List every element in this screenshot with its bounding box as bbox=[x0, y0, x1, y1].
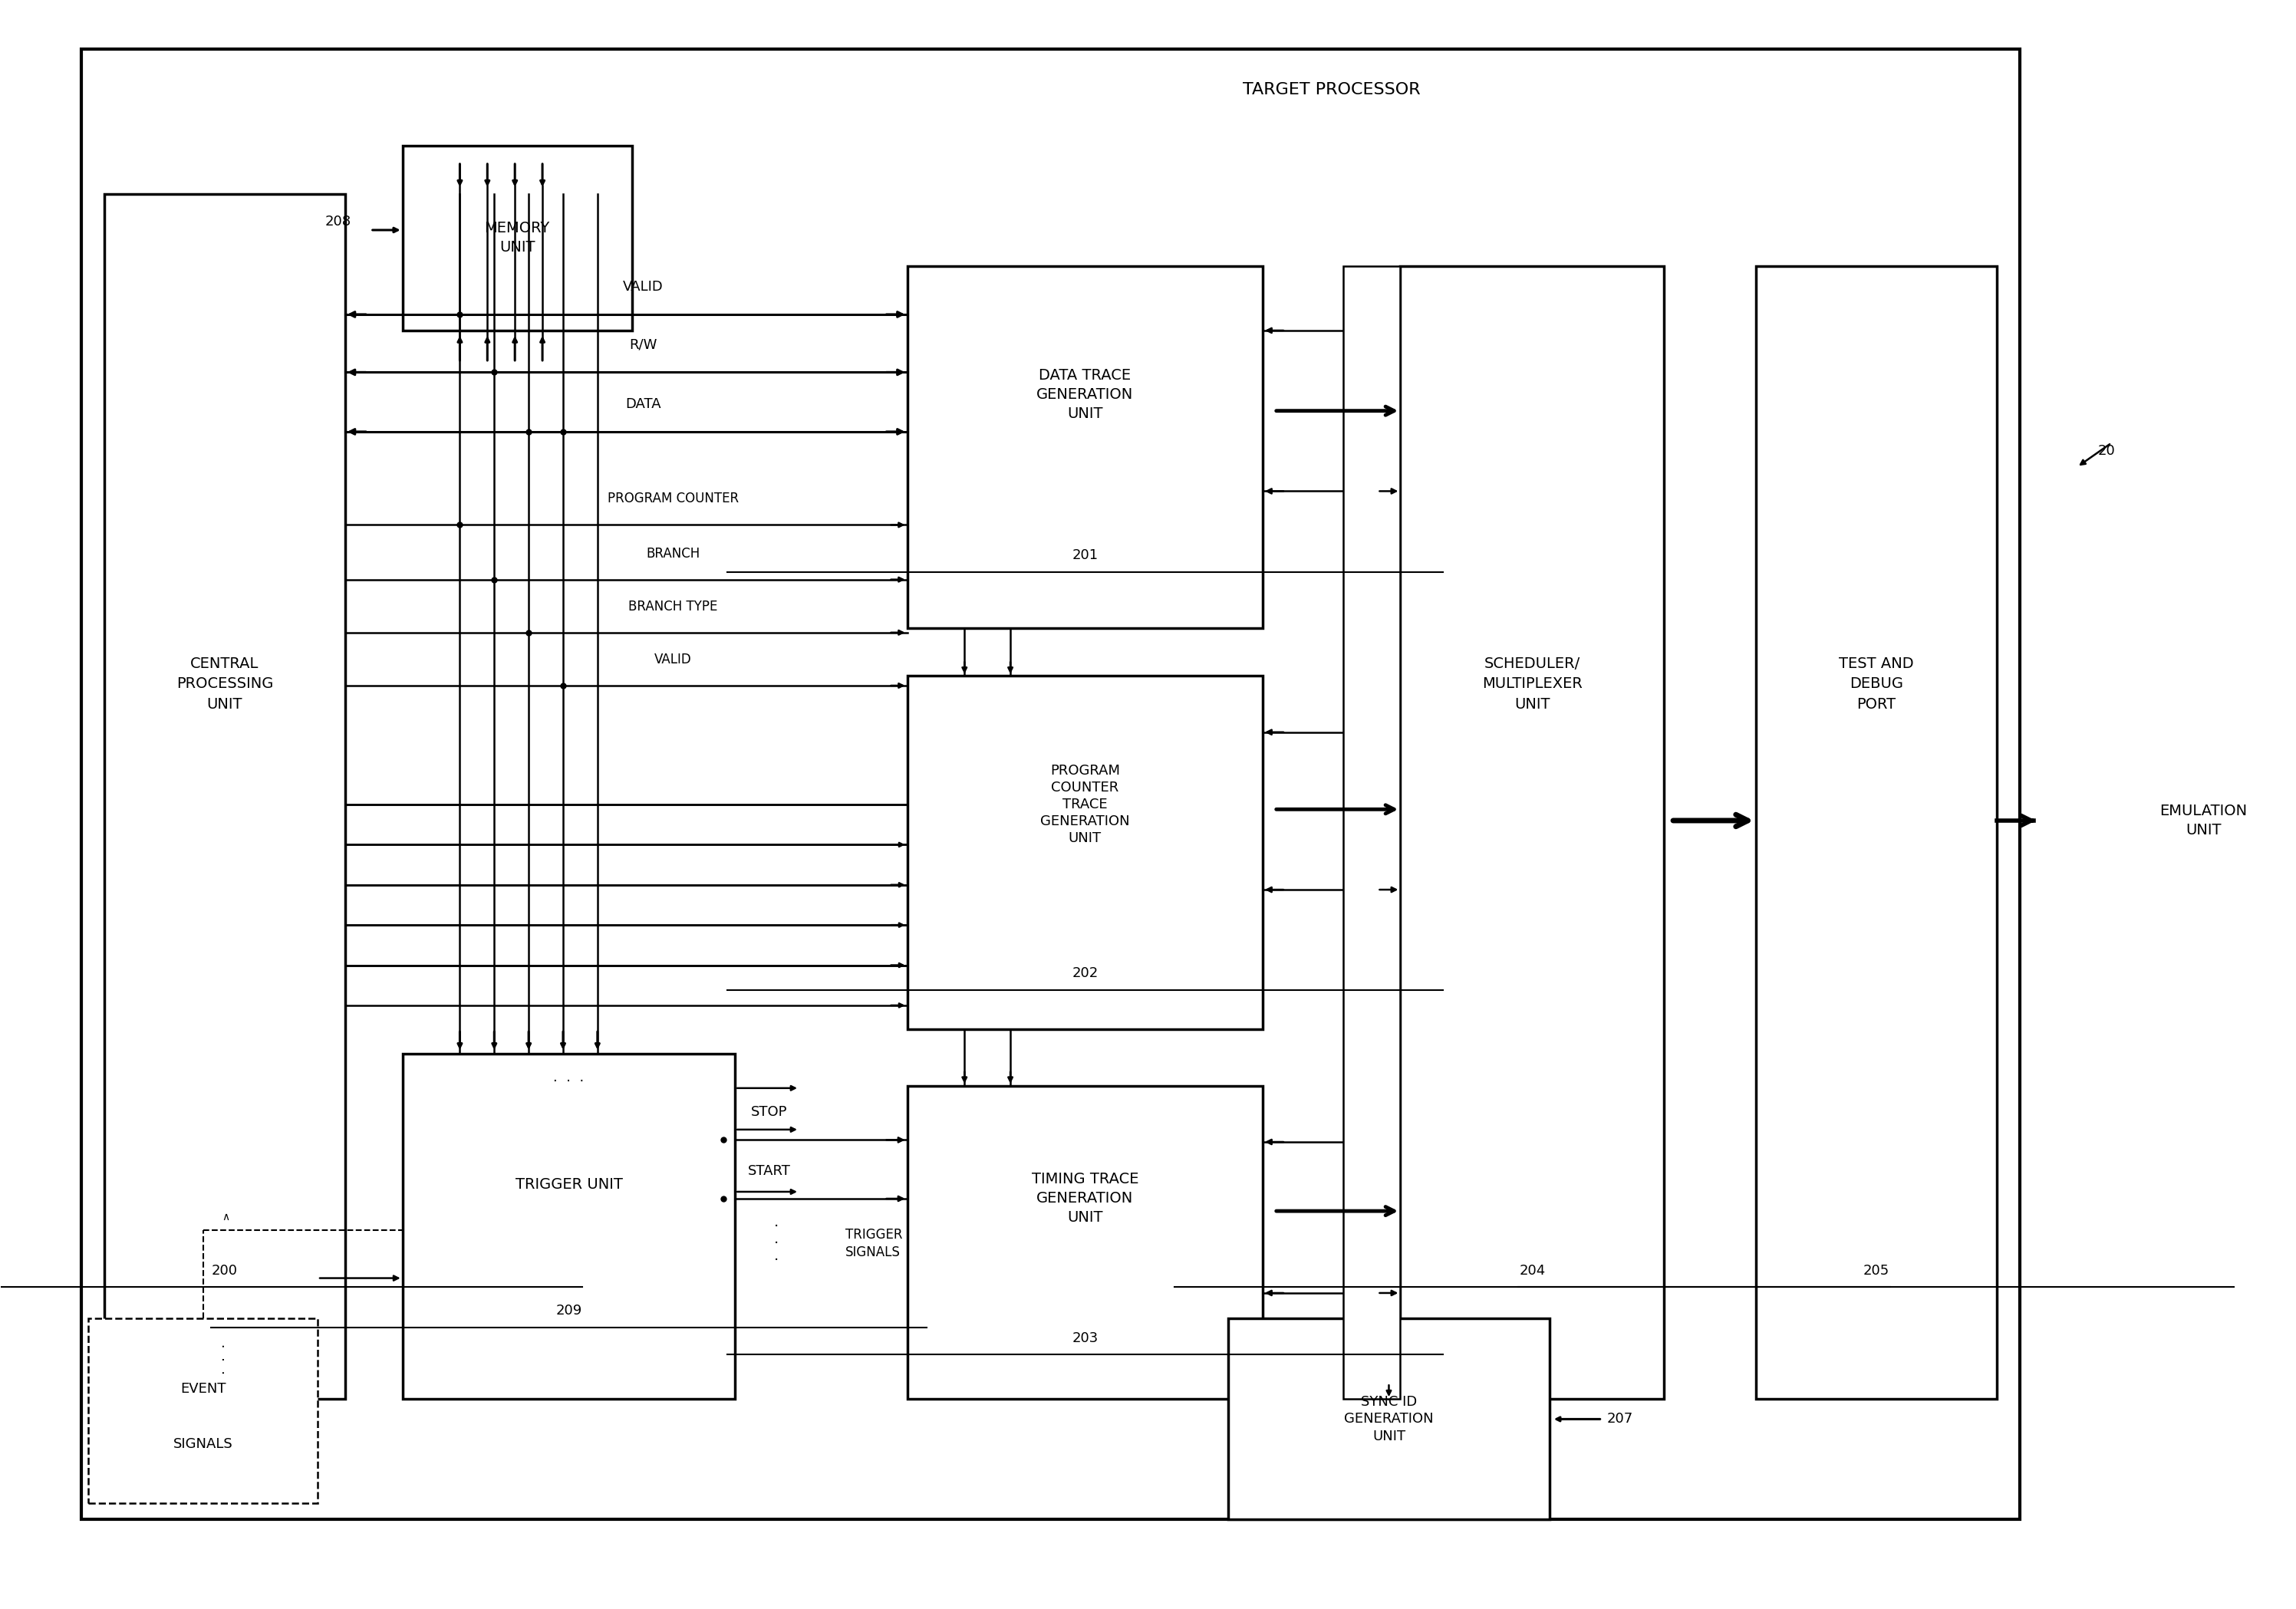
Text: 205: 205 bbox=[1862, 1263, 1890, 1278]
Text: DATA: DATA bbox=[625, 397, 661, 410]
Text: 200: 200 bbox=[211, 1263, 239, 1278]
Text: TEST AND
DEBUG
PORT: TEST AND DEBUG PORT bbox=[1839, 656, 1915, 711]
Text: TARGET PROCESSOR: TARGET PROCESSOR bbox=[1242, 82, 1421, 97]
Text: SYNC ID
GENERATION
UNIT: SYNC ID GENERATION UNIT bbox=[1343, 1395, 1433, 1443]
Text: TRIGGER UNIT: TRIGGER UNIT bbox=[514, 1178, 622, 1192]
Text: 202: 202 bbox=[1072, 967, 1097, 980]
Text: SCHEDULER/
MULTIPLEXER
UNIT: SCHEDULER/ MULTIPLEXER UNIT bbox=[1481, 656, 1582, 711]
FancyBboxPatch shape bbox=[87, 1319, 317, 1503]
FancyBboxPatch shape bbox=[1228, 1319, 1550, 1519]
Text: BRANCH TYPE: BRANCH TYPE bbox=[629, 600, 719, 613]
FancyBboxPatch shape bbox=[402, 146, 631, 330]
Text: ·  ·  ·: · · · bbox=[218, 1344, 232, 1374]
FancyBboxPatch shape bbox=[907, 676, 1263, 1030]
Text: 203: 203 bbox=[1072, 1331, 1097, 1345]
FancyBboxPatch shape bbox=[1401, 265, 1665, 1400]
FancyBboxPatch shape bbox=[907, 265, 1263, 628]
Text: 208: 208 bbox=[326, 216, 351, 228]
FancyBboxPatch shape bbox=[907, 1086, 1263, 1400]
FancyBboxPatch shape bbox=[1756, 265, 1998, 1400]
Text: CENTRAL
PROCESSING
UNIT: CENTRAL PROCESSING UNIT bbox=[177, 656, 273, 711]
Text: ·  ·  ·: · · · bbox=[553, 1075, 583, 1088]
FancyBboxPatch shape bbox=[402, 1054, 735, 1400]
Text: EVENT: EVENT bbox=[179, 1382, 225, 1397]
Text: 204: 204 bbox=[1520, 1263, 1545, 1278]
Text: ·
·
·: · · · bbox=[774, 1220, 778, 1268]
Text: START: START bbox=[748, 1163, 790, 1178]
FancyBboxPatch shape bbox=[103, 195, 344, 1400]
Text: 201: 201 bbox=[1072, 549, 1097, 562]
Text: PROGRAM
COUNTER
TRACE
GENERATION
UNIT: PROGRAM COUNTER TRACE GENERATION UNIT bbox=[1040, 764, 1130, 845]
Text: 20: 20 bbox=[2099, 444, 2115, 459]
FancyBboxPatch shape bbox=[80, 50, 2020, 1519]
Text: SIGNALS: SIGNALS bbox=[172, 1437, 232, 1451]
Text: STOP: STOP bbox=[751, 1105, 788, 1118]
Text: ∧: ∧ bbox=[223, 1212, 230, 1223]
Text: MEMORY
UNIT: MEMORY UNIT bbox=[484, 220, 549, 254]
FancyBboxPatch shape bbox=[1343, 265, 1401, 1400]
Text: EMULATION
UNIT: EMULATION UNIT bbox=[2161, 804, 2248, 837]
Text: 209: 209 bbox=[556, 1303, 581, 1318]
Polygon shape bbox=[1343, 265, 1401, 1400]
Text: PROGRAM COUNTER: PROGRAM COUNTER bbox=[608, 492, 739, 505]
Text: 207: 207 bbox=[1607, 1413, 1632, 1426]
Text: DATA TRACE
GENERATION
UNIT: DATA TRACE GENERATION UNIT bbox=[1035, 368, 1134, 422]
Text: VALID: VALID bbox=[622, 280, 664, 293]
Text: BRANCH: BRANCH bbox=[645, 547, 700, 560]
Text: VALID: VALID bbox=[654, 653, 691, 666]
Text: TRIGGER
SIGNALS: TRIGGER SIGNALS bbox=[845, 1228, 902, 1258]
Text: TIMING TRACE
GENERATION
UNIT: TIMING TRACE GENERATION UNIT bbox=[1031, 1171, 1139, 1224]
Text: R/W: R/W bbox=[629, 338, 657, 351]
